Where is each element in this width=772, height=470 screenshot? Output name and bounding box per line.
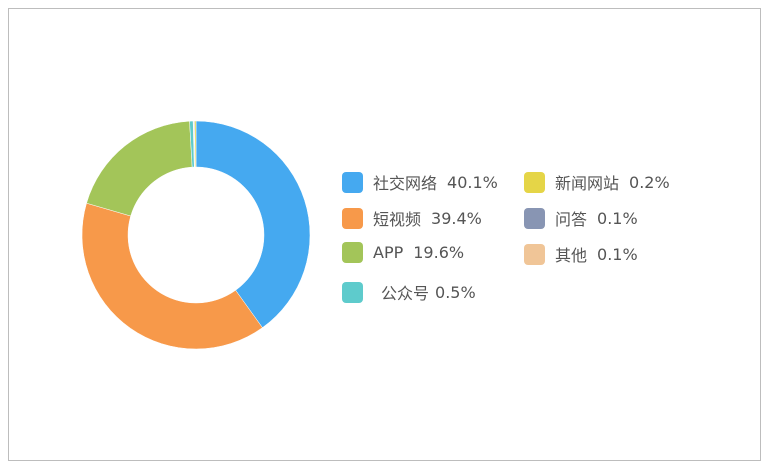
legend-swatch <box>524 171 545 193</box>
legend-value: 0.2% <box>629 172 670 192</box>
legend-value: 0.1% <box>597 208 638 228</box>
legend-item-social: 社交网络 40.1% <box>342 170 498 194</box>
legend-label: APP <box>373 243 404 262</box>
legend-swatch <box>524 243 545 265</box>
legend-value: 0.5% <box>435 282 476 302</box>
legend-label: 新闻网站 <box>555 174 620 193</box>
donut-slice <box>81 202 263 350</box>
legend-item-official-account: 公众号 0.5% <box>342 280 476 304</box>
legend-label: 社交网络 <box>373 174 438 193</box>
donut-slice <box>195 120 311 328</box>
legend-item-app: APP 19.6% <box>342 242 464 263</box>
legend-item-short-video: 短视频 39.4% <box>342 206 482 230</box>
legend-swatch <box>342 207 363 229</box>
legend-value: 0.1% <box>597 244 638 264</box>
legend-swatch <box>342 171 363 193</box>
legend-label: 问答 <box>555 210 588 229</box>
legend-label: 短视频 <box>373 210 422 229</box>
legend-swatch <box>342 242 363 263</box>
legend-swatch <box>524 207 545 229</box>
chart-frame <box>8 8 761 461</box>
legend-item-news: 新闻网站 0.2% <box>524 170 670 194</box>
legend-item-qa: 问答 0.1% <box>524 206 638 230</box>
legend-value: 19.6% <box>413 243 465 262</box>
legend-value: 40.1% <box>447 172 498 192</box>
donut-slice <box>194 120 197 168</box>
legend-swatch <box>342 281 363 303</box>
legend-label: 其他 <box>555 246 588 265</box>
legend-value: 39.4% <box>431 208 482 228</box>
donut-slice <box>86 120 193 217</box>
legend-label: 公众号 <box>381 284 430 303</box>
legend-item-other: 其他 0.1% <box>524 242 638 266</box>
